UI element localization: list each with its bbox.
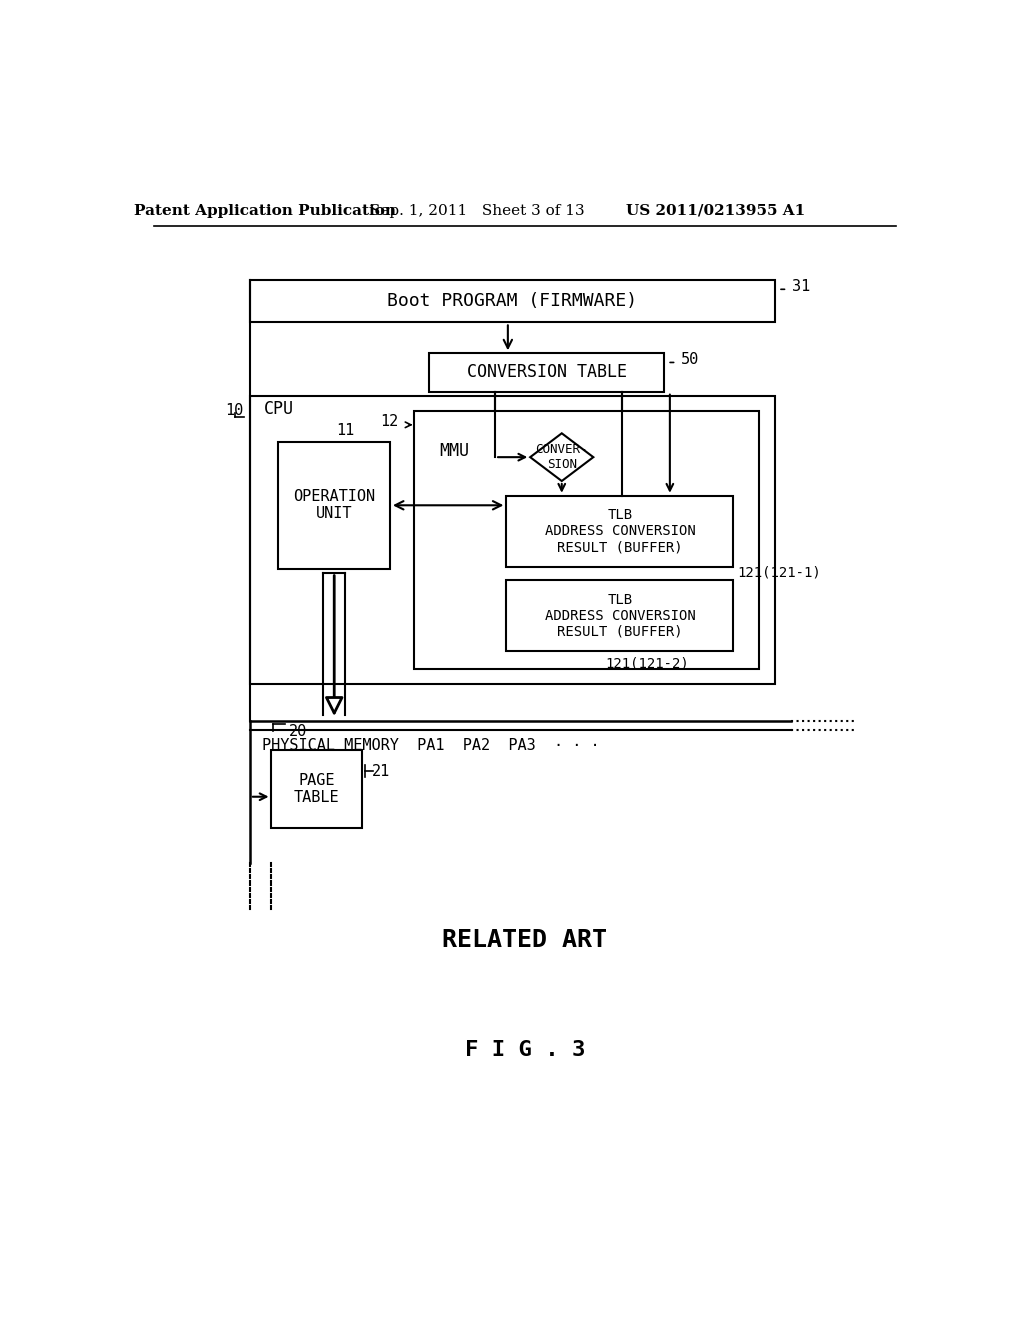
Bar [414, 411, 759, 669]
Text: CPU: CPU [264, 400, 294, 418]
Bar [429, 354, 665, 392]
Text: US 2011/0213955 A1: US 2011/0213955 A1 [626, 203, 806, 218]
Text: RELATED ART: RELATED ART [442, 928, 607, 952]
Text: PHYSICAL MEMORY  PA1  PA2  PA3  · · ·: PHYSICAL MEMORY PA1 PA2 PA3 · · · [262, 738, 600, 752]
Bar [271, 750, 362, 829]
Bar [506, 581, 733, 651]
Text: 20: 20 [289, 723, 306, 739]
Text: TLB
ADDRESS CONVERSION
RESULT (BUFFER): TLB ADDRESS CONVERSION RESULT (BUFFER) [545, 508, 695, 554]
Text: 11: 11 [337, 424, 355, 438]
Text: Boot PROGRAM (FIRMWARE): Boot PROGRAM (FIRMWARE) [387, 292, 638, 310]
Text: 50: 50 [681, 352, 699, 367]
Text: F I G . 3: F I G . 3 [465, 1040, 585, 1060]
Text: TLB
ADDRESS CONVERSION
RESULT (BUFFER): TLB ADDRESS CONVERSION RESULT (BUFFER) [545, 593, 695, 639]
Text: CONVERSION TABLE: CONVERSION TABLE [467, 363, 627, 381]
Text: OPERATION
UNIT: OPERATION UNIT [293, 490, 375, 521]
Text: 31: 31 [792, 279, 810, 294]
Bar [250, 280, 775, 322]
Bar [506, 496, 733, 566]
Bar [250, 396, 775, 684]
Polygon shape [530, 433, 593, 480]
Text: PAGE
TABLE: PAGE TABLE [294, 772, 340, 805]
Text: 12: 12 [380, 414, 398, 429]
Text: 10: 10 [225, 404, 244, 418]
Text: Sep. 1, 2011   Sheet 3 of 13: Sep. 1, 2011 Sheet 3 of 13 [370, 203, 585, 218]
Text: 121(121-1): 121(121-1) [737, 566, 821, 579]
Text: MMU: MMU [439, 442, 469, 459]
Bar [279, 442, 390, 569]
Text: 21: 21 [372, 764, 390, 779]
Text: CONVER-
SION: CONVER- SION [536, 444, 588, 471]
Text: 121(121-2): 121(121-2) [605, 656, 689, 671]
Text: Patent Application Publication: Patent Application Publication [134, 203, 396, 218]
FancyArrowPatch shape [327, 576, 342, 713]
